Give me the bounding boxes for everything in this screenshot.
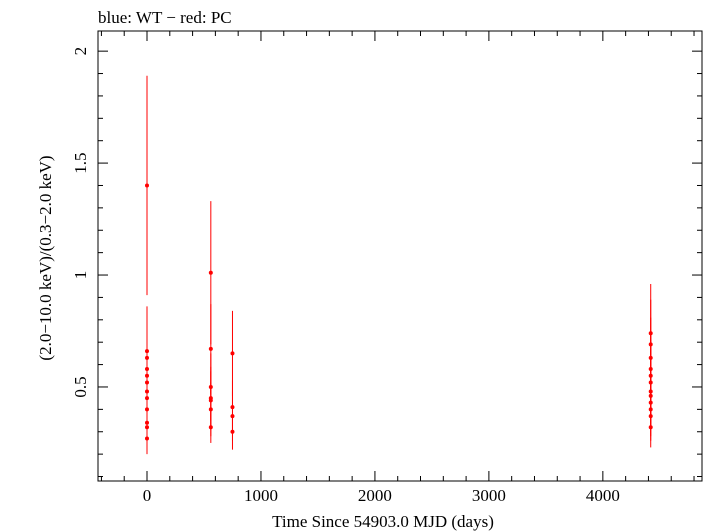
data-point <box>145 422 150 455</box>
axis-ticks <box>98 31 702 481</box>
chart-title: blue: WT − red: PC <box>98 8 232 27</box>
data-points <box>145 75 653 455</box>
point-marker <box>208 346 213 351</box>
x-tick-label: 0 <box>143 486 152 505</box>
y-tick-labels: 0.5 1 1.5 2 <box>71 47 90 398</box>
y-axis-label: (2.0−10.0 keV)/(0.3−2.0 keV) <box>36 155 55 360</box>
x-tick-label: 3000 <box>472 486 506 505</box>
x-tick-label: 1000 <box>244 486 278 505</box>
point-marker <box>230 429 235 434</box>
point-marker <box>208 407 213 412</box>
point-marker <box>648 425 653 430</box>
y-tick-label: 0.5 <box>71 376 90 397</box>
point-marker <box>230 351 235 356</box>
x-axis-label: Time Since 54903.0 MJD (days) <box>272 512 494 531</box>
x-tick-label: 4000 <box>586 486 620 505</box>
point-marker <box>208 425 213 430</box>
point-marker <box>145 183 150 188</box>
x-tick-label: 2000 <box>358 486 392 505</box>
point-marker <box>145 436 150 441</box>
y-tick-label: 1.5 <box>71 152 90 173</box>
plot-frame <box>97 30 703 482</box>
data-point <box>145 75 150 296</box>
y-tick-label: 1 <box>71 271 90 280</box>
point-marker <box>208 270 213 275</box>
data-point <box>648 407 653 448</box>
y-tick-label: 2 <box>71 47 90 56</box>
data-point <box>230 413 235 450</box>
data-point <box>208 411 213 443</box>
x-tick-labels: 0 1000 2000 3000 4000 <box>143 486 620 505</box>
